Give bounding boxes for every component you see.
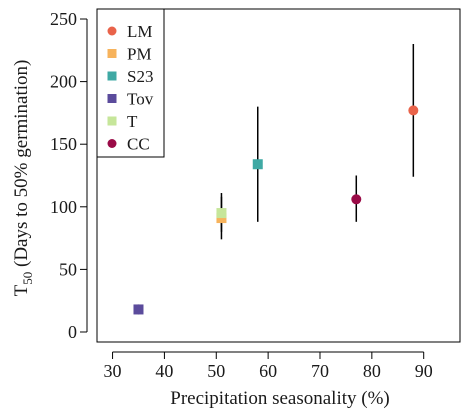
legend-marker-cc [107, 139, 117, 148]
y-axis-label: T50 (Days to 50% germination) [11, 60, 35, 297]
legend-marker-s23 [107, 71, 117, 81]
legend-label-lm: LM [127, 22, 153, 41]
y-axis-label-subscript: 50 [20, 272, 35, 285]
x-tick-label: 30 [104, 361, 122, 381]
legend-marker-lm [107, 26, 117, 36]
point-pm [216, 213, 227, 224]
y-axis-label-main: T [11, 284, 32, 296]
point-t [216, 208, 227, 219]
y-tick-label: 250 [50, 9, 77, 29]
x-tick-label: 50 [207, 361, 225, 381]
legend-marker-pm [107, 49, 117, 58]
legend-label-tov: Tov [127, 90, 154, 109]
x-axis: 30 40 50 60 70 80 90 [104, 351, 433, 381]
legend: LM PM S23 Tov T CC [96, 8, 165, 158]
legend-label-cc: CC [127, 135, 150, 154]
y-axis-label-rest: (Days to 50% germination) [11, 60, 32, 272]
x-axis-label: Precipitation seasonality (%) [170, 388, 390, 409]
y-tick-label: 100 [50, 197, 77, 217]
legend-marker-t [107, 116, 117, 126]
y-axis: 0 50 100 150 200 250 [50, 9, 88, 342]
legend-label-s23: S23 [127, 67, 153, 86]
legend-marker-tov [107, 94, 117, 103]
x-tick-label: 80 [363, 361, 381, 381]
data-marks [133, 44, 419, 315]
legend-box [96, 8, 165, 158]
point-lm [408, 105, 419, 116]
y-tick-label: 150 [50, 134, 77, 154]
point-tov [133, 304, 144, 315]
y-tick-label: 0 [68, 322, 77, 342]
legend-label-pm: PM [127, 45, 152, 64]
legend-label-t: T [127, 112, 138, 131]
point-cc [351, 194, 362, 205]
x-tick-label: 90 [415, 361, 433, 381]
y-tick-label: 200 [50, 72, 77, 92]
x-tick-label: 40 [155, 361, 173, 381]
x-tick-label: 70 [311, 361, 329, 381]
y-tick-label: 50 [59, 259, 77, 279]
plot-frame [96, 8, 461, 343]
x-tick-label: 60 [259, 361, 277, 381]
point-s23 [252, 159, 263, 170]
